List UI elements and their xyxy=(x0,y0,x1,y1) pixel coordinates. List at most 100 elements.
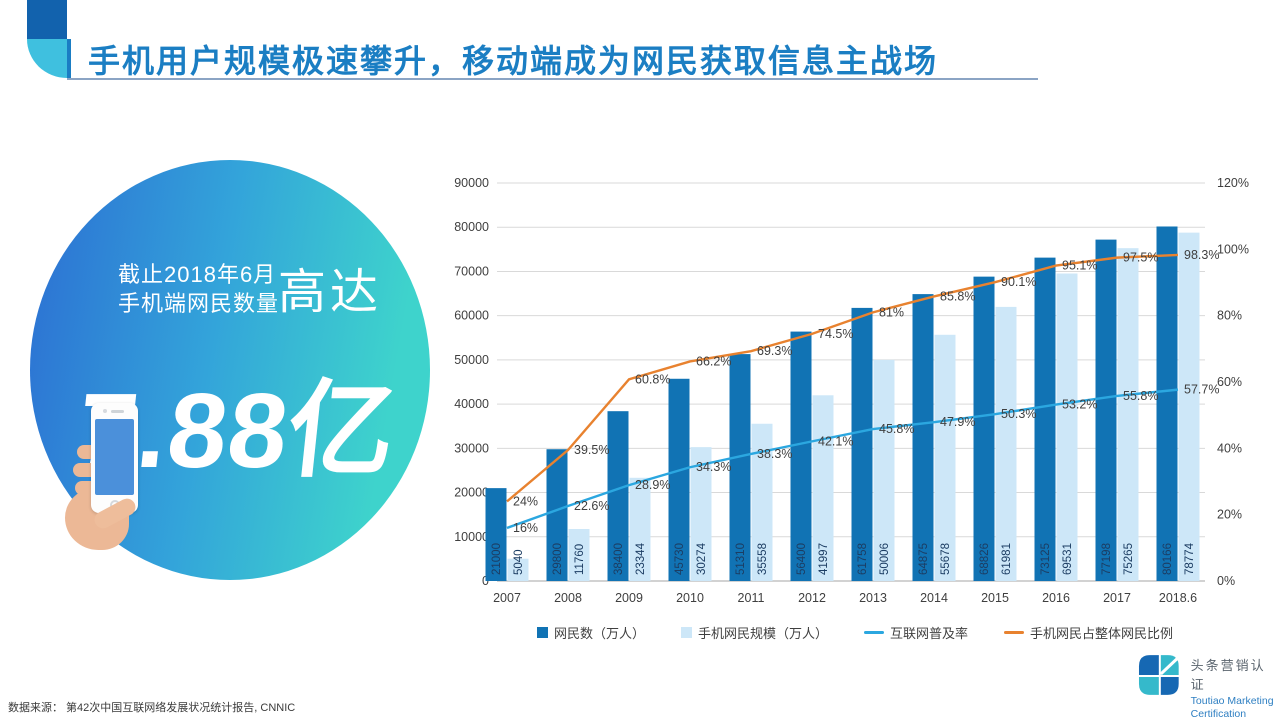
y-axis-tick-left: 70000 xyxy=(454,264,489,278)
bar-value-label: 73125 xyxy=(1040,543,1052,575)
legend-label: 手机网民规模（万人） xyxy=(697,626,828,641)
bar-value-label: 78774 xyxy=(1184,542,1196,575)
y-axis-tick-right: 0% xyxy=(1217,574,1235,588)
bar-value-label: 11760 xyxy=(574,544,586,575)
y-axis-tick-left: 60000 xyxy=(454,309,489,323)
bar-0-2013 xyxy=(851,307,873,581)
bar-1-2018.6 xyxy=(1178,232,1200,581)
line-point-label: 16% xyxy=(513,521,538,535)
bar-value-label: 50006 xyxy=(879,543,891,575)
title-accent-bar xyxy=(67,39,71,78)
x-axis-label: 2014 xyxy=(920,591,948,605)
bar-0-2014 xyxy=(912,294,934,581)
y-axis-tick-left: 30000 xyxy=(454,441,489,455)
bar-value-label: 23344 xyxy=(635,542,647,575)
bar-1-2008 xyxy=(568,528,590,581)
chart-plot-area: 0100002000030000400005000060000700008000… xyxy=(454,176,1249,605)
bar-value-label: 35558 xyxy=(757,543,769,575)
bar-value-label: 21000 xyxy=(491,543,503,575)
bar-0-2008 xyxy=(546,449,568,581)
line-point-label: 39.5% xyxy=(574,443,609,457)
bar-value-label: 29800 xyxy=(552,543,564,575)
legend-item-netizens: 网民数（万人） xyxy=(536,623,645,642)
x-axis-label: 2017 xyxy=(1103,591,1131,605)
bar-1-2009 xyxy=(629,477,651,581)
line-point-label: 98.3% xyxy=(1184,248,1219,262)
hero-date-line: 截止2018年6月 xyxy=(118,262,277,287)
hand-holding-phone-icon xyxy=(63,393,159,551)
line-point-label: 60.8% xyxy=(635,372,670,386)
legend-label: 互联网普及率 xyxy=(890,626,969,641)
bar-1-2016 xyxy=(1056,273,1078,581)
bar-value-label: 80166 xyxy=(1162,543,1174,575)
y-axis-tick-left: 80000 xyxy=(454,220,489,234)
bar-0-2017 xyxy=(1095,239,1117,581)
y-axis-tick-right: 80% xyxy=(1217,309,1242,323)
bar-value-label: 75265 xyxy=(1123,543,1135,575)
line-point-label: 34.3% xyxy=(696,460,731,474)
bar-0-2009 xyxy=(607,411,629,581)
line-point-label: 24% xyxy=(513,494,538,508)
bar-value-label: 51310 xyxy=(735,543,747,575)
chart-legend: 网民数（万人） 手机网民规模（万人） 互联网普及率 手机网民占整体网民比例 xyxy=(450,623,1260,642)
bar-value-label: 69531 xyxy=(1062,543,1074,575)
brand-logo: 头条营销认证 Toutiao Marketing Certification xyxy=(1136,652,1280,720)
hero-emphasis: 高达 xyxy=(278,266,383,319)
x-axis-label: 2018.6 xyxy=(1159,591,1197,605)
logo-text-en-line1: Toutiao Marketing xyxy=(1190,695,1274,707)
line-point-label: 50.3% xyxy=(1001,407,1036,421)
bar-0-2007 xyxy=(485,488,507,581)
bar-value-label: 61981 xyxy=(1001,543,1013,575)
x-axis-label: 2011 xyxy=(738,591,765,605)
y-axis-tick-left: 50000 xyxy=(454,353,489,367)
line-point-label: 69.3% xyxy=(757,344,792,358)
legend-swatch-blue-line xyxy=(864,631,884,634)
line-point-label: 81% xyxy=(879,305,904,319)
bar-0-2010 xyxy=(668,378,690,581)
line-point-label: 66.2% xyxy=(696,354,731,368)
line-point-label: 57.7% xyxy=(1184,383,1219,397)
bar-1-2012 xyxy=(812,395,834,581)
corner-deco-light xyxy=(27,39,67,78)
legend-swatch-orange-line xyxy=(1004,631,1025,634)
legend-item-mobile-ratio: 手机网民占整体网民比例 xyxy=(1004,623,1173,642)
smartphone-icon xyxy=(91,403,138,513)
bar-value-label: 45730 xyxy=(674,543,686,575)
bar-0-2011 xyxy=(729,354,751,581)
bar-1-2011 xyxy=(751,423,773,581)
x-axis-label: 2013 xyxy=(859,591,887,605)
y-axis-tick-right: 100% xyxy=(1217,242,1249,256)
x-axis-label: 2008 xyxy=(554,591,582,605)
line-point-label: 97.5% xyxy=(1123,251,1158,265)
logo-text-en: Toutiao Marketing Certification xyxy=(1191,695,1280,720)
trend-line xyxy=(506,253,1179,503)
x-axis-label: 2007 xyxy=(493,591,521,605)
line-point-label: 53.2% xyxy=(1062,398,1097,412)
bar-1-2010 xyxy=(690,447,712,581)
logo-text: 头条营销认证 Toutiao Marketing Certification xyxy=(1191,652,1280,720)
bar-1-2013 xyxy=(873,359,895,581)
data-source-note: 数据来源： 第42次中国互联网络发展状况统计报告, CNNIC xyxy=(8,702,296,714)
bar-value-label: 56400 xyxy=(796,543,808,575)
bar-1-2017 xyxy=(1117,248,1139,581)
y-axis-tick-left: 10000 xyxy=(454,530,489,544)
bar-0-2018.6 xyxy=(1156,226,1178,581)
page-title: 手机用户规模极速攀升，移动端成为网民获取信息主战场 xyxy=(88,43,939,79)
hero-caption: 截止2018年6月 手机端网民数量 xyxy=(118,260,279,318)
bar-1-2014 xyxy=(934,334,956,581)
bar-value-label: 38400 xyxy=(613,543,625,575)
bar-value-label: 68826 xyxy=(979,543,991,575)
line-point-label: 38.3% xyxy=(757,447,792,461)
bar-value-label: 41997 xyxy=(818,543,830,575)
legend-label: 网民数（万人） xyxy=(553,626,645,641)
line-point-label: 47.9% xyxy=(940,415,975,429)
title-underline xyxy=(67,78,1038,80)
line-point-label: 90.1% xyxy=(1001,275,1036,289)
y-axis-tick-right: 40% xyxy=(1217,441,1242,455)
toutiao-logo-icon xyxy=(1138,655,1179,695)
x-axis-label: 2016 xyxy=(1042,591,1070,605)
x-axis-label: 2012 xyxy=(798,591,826,605)
hero-circle: 截止2018年6月 手机端网民数量 高达 7.88亿 xyxy=(30,160,430,580)
line-point-label: 45.8% xyxy=(879,422,914,436)
line-point-label: 85.8% xyxy=(940,289,975,303)
